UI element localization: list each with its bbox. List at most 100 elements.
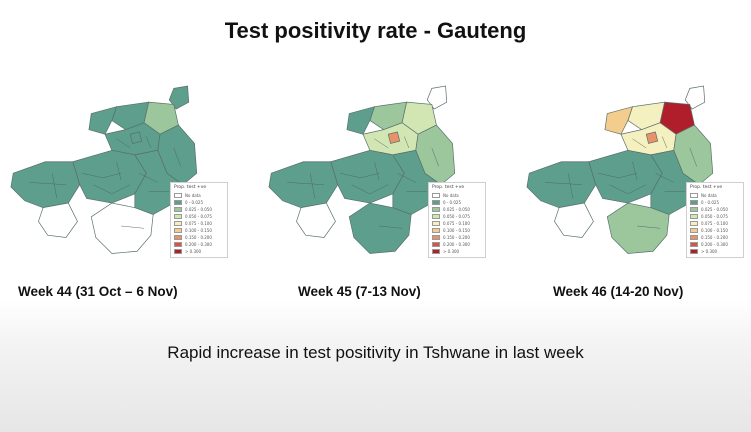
legend-item: 0.200 - 0.300	[432, 241, 483, 248]
region-west-gap	[38, 202, 78, 238]
ward-boundary	[545, 182, 583, 185]
legend-label: 0.075 - 0.100	[701, 221, 728, 226]
legend-item: No data	[174, 192, 225, 199]
legend-label: 0.100 - 0.150	[701, 228, 728, 233]
legend-swatch	[174, 221, 182, 226]
slide-title: Test positivity rate - Gauteng	[224, 18, 527, 43]
legend-title: Prop. test +ve	[432, 185, 465, 190]
legend-item: 0.050 - 0.075	[432, 213, 483, 220]
legend-swatch	[174, 249, 182, 254]
legend-label: 0.025 - 0.050	[443, 207, 470, 212]
legend-swatch	[174, 228, 182, 233]
legend-swatch	[690, 214, 698, 219]
region-sedibeng	[348, 202, 412, 254]
legend-title: Prop. test +ve	[174, 185, 207, 190]
legend-swatch	[432, 249, 440, 254]
legend-item: > 0.300	[432, 248, 483, 255]
legend-item: 0.100 - 0.150	[690, 227, 741, 234]
ward-boundary	[632, 138, 647, 149]
legend-label: 0.050 - 0.075	[443, 214, 470, 219]
legend-swatch	[432, 221, 440, 226]
legend-label: 0.075 - 0.100	[185, 221, 212, 226]
legend-item: 0 - 0.025	[690, 199, 741, 206]
legend-item: 0.050 - 0.075	[174, 213, 225, 220]
ward-boundary	[379, 225, 403, 229]
map-legend: Prop. test +ve No data 0 - 0.025 0.025 - 0.…	[428, 182, 486, 258]
ward-boundary	[93, 184, 131, 195]
map-panel-week-46: Prop. test +ve No data 0 - 0.025 0.025 - 0.…	[516, 70, 744, 265]
region-tshwane-nw	[88, 106, 118, 135]
ward-boundary	[609, 184, 647, 195]
legend-item: 0.100 - 0.150	[174, 227, 225, 234]
ward-boundary	[287, 182, 325, 185]
legend-label: > 0.300	[701, 249, 718, 254]
legend-label: 0.150 - 0.200	[443, 235, 470, 240]
ward-boundary	[116, 161, 122, 181]
legend-item: 0.200 - 0.300	[690, 241, 741, 248]
legend-label: 0.100 - 0.150	[185, 228, 212, 233]
legend-item: 0.150 - 0.200	[690, 234, 741, 241]
legend-swatch	[174, 193, 182, 198]
legend-label: 0.100 - 0.150	[443, 228, 470, 233]
legend-label: > 0.300	[443, 249, 460, 254]
ward-boundary	[139, 173, 158, 183]
legend-label: 0.150 - 0.200	[701, 235, 728, 240]
legend-label: 0.025 - 0.050	[185, 207, 212, 212]
legend-label: > 0.300	[185, 249, 202, 254]
legend-item: > 0.300	[690, 248, 741, 255]
legend-item: 0.075 - 0.100	[174, 220, 225, 227]
ward-boundary	[146, 136, 152, 149]
region-tshwane-nw	[604, 106, 634, 135]
legend-label: 0.075 - 0.100	[443, 221, 470, 226]
region-tshwane-hotspot	[645, 131, 659, 144]
legend-swatch	[432, 235, 440, 240]
legend-swatch	[690, 221, 698, 226]
ward-boundary	[29, 182, 67, 185]
ward-boundary	[374, 138, 389, 149]
region-tshwane-hotspot	[129, 131, 143, 144]
region-west-gap	[296, 202, 336, 238]
ward-boundary	[632, 161, 638, 181]
map-caption-week-46: Week 46 (14-20 Nov)	[553, 284, 684, 299]
ward-boundary	[689, 147, 697, 167]
legend-item: No data	[690, 192, 741, 199]
legend-item: 0.075 - 0.100	[432, 220, 483, 227]
legend-label: 0.050 - 0.075	[701, 214, 728, 219]
ward-boundary	[662, 136, 668, 149]
ward-boundary	[568, 173, 574, 199]
region-west-rand	[10, 161, 81, 209]
legend-item: 0 - 0.025	[174, 199, 225, 206]
legend-swatch	[690, 249, 698, 254]
legend-label: 0.025 - 0.050	[701, 207, 728, 212]
legend-item: > 0.300	[174, 248, 225, 255]
region-west-gap	[554, 202, 594, 238]
legend-swatch	[432, 228, 440, 233]
map-panel-week-44: Prop. test +ve No data 0 - 0.025 0.025 - 0.…	[0, 70, 228, 265]
region-west-rand	[526, 161, 597, 209]
legend-item: 0.150 - 0.200	[174, 234, 225, 241]
legend-swatch	[690, 207, 698, 212]
legend-label: 0.200 - 0.300	[701, 242, 728, 247]
legend-label: 0 - 0.025	[701, 200, 719, 205]
region-sedibeng	[606, 202, 670, 254]
legend-swatch	[690, 242, 698, 247]
ward-boundary	[340, 173, 380, 179]
legend-label: No data	[443, 193, 459, 198]
legend-item: 0.100 - 0.150	[432, 227, 483, 234]
legend-item: No data	[432, 192, 483, 199]
legend-swatch	[174, 200, 182, 205]
legend-swatch	[690, 235, 698, 240]
ward-boundary	[116, 138, 131, 149]
ward-boundary	[655, 173, 674, 183]
legend-swatch	[174, 242, 182, 247]
legend-item: 0.025 - 0.050	[432, 206, 483, 213]
ward-boundary	[173, 147, 181, 167]
slide-subtitle: Rapid increase in test positivity in Tsh…	[167, 343, 584, 362]
legend-swatch	[690, 228, 698, 233]
legend-label: 0.050 - 0.075	[185, 214, 212, 219]
legend-swatch	[690, 193, 698, 198]
legend-item: 0.025 - 0.050	[690, 206, 741, 213]
map-legend: Prop. test +ve No data 0 - 0.025 0.025 - 0.…	[686, 182, 744, 258]
legend-swatch	[174, 235, 182, 240]
legend-item: 0.150 - 0.200	[432, 234, 483, 241]
